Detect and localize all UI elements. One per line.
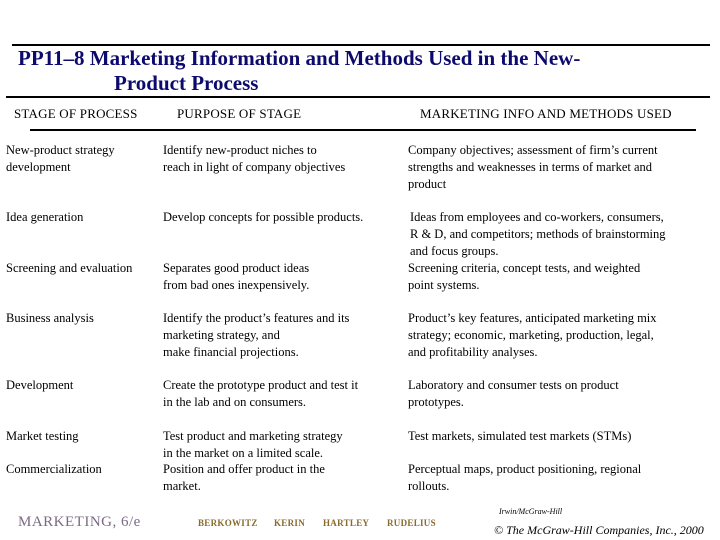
header-purpose: PURPOSE OF STAGE xyxy=(177,106,302,121)
row-info-idea: Ideas from employees and co-workers, con… xyxy=(410,210,666,258)
row-stage-market-testing: Market testing xyxy=(6,429,79,443)
row-purpose-development: Create the prototype product and test it… xyxy=(163,378,359,409)
row-info-screening: Screening criteria, concept tests, and w… xyxy=(408,261,641,292)
footer-author: BERKOWITZ xyxy=(198,518,258,528)
row-purpose-strategy: Identify new-product niches to reach in … xyxy=(163,143,346,174)
title-line-1: PP11–8 Marketing Information and Methods… xyxy=(18,46,581,70)
row-stage-development: Development xyxy=(6,378,74,392)
row-purpose-commercialization: Position and offer product in the market… xyxy=(163,462,325,493)
row-stage-commercialization: Commercialization xyxy=(6,462,102,476)
row-stage-business: Business analysis xyxy=(6,311,94,325)
row-info-commercialization: Perceptual maps, product positioning, re… xyxy=(408,462,642,493)
page-title: PP11–8 Marketing Information and Methods… xyxy=(18,46,708,96)
row-info-business: Product’s key features, anticipated mark… xyxy=(408,311,657,359)
row-info-strategy: Company objectives; assessment of firm’s… xyxy=(408,143,658,191)
footer-copyright: © The McGraw-Hill Companies, Inc., 2000 xyxy=(494,523,704,537)
title-line-2: Product Process xyxy=(114,71,259,95)
footer-publisher: Irwin/McGraw-Hill xyxy=(499,507,563,516)
row-stage-screening: Screening and evaluation xyxy=(6,261,133,275)
row-stage-idea: Idea generation xyxy=(6,210,84,224)
row-info-development: Laboratory and consumer tests on product… xyxy=(408,378,619,409)
row-info-market-testing: Test markets, simulated test markets (ST… xyxy=(408,429,632,443)
footer-book-title: MARKETING, 6/e xyxy=(18,514,141,530)
row-stage-strategy: New-product strategy development xyxy=(6,143,115,174)
header-rule xyxy=(30,129,696,131)
footer-author: RUDELIUS xyxy=(387,518,436,528)
row-purpose-market-testing: Test product and marketing strategy in t… xyxy=(163,429,343,460)
header-stage: STAGE OF PROCESS xyxy=(14,106,138,121)
row-purpose-screening: Separates good product ideas from bad on… xyxy=(163,261,310,292)
row-purpose-idea: Develop concepts for possible products. xyxy=(163,210,364,224)
footer-author: KERIN xyxy=(274,518,306,528)
header-info: MARKETING INFO AND METHODS USED xyxy=(420,106,672,121)
footer-author: HARTLEY xyxy=(323,518,370,528)
row-purpose-business: Identify the product’s features and its … xyxy=(163,311,350,359)
top-rule xyxy=(12,44,710,46)
title-rule xyxy=(6,96,710,98)
